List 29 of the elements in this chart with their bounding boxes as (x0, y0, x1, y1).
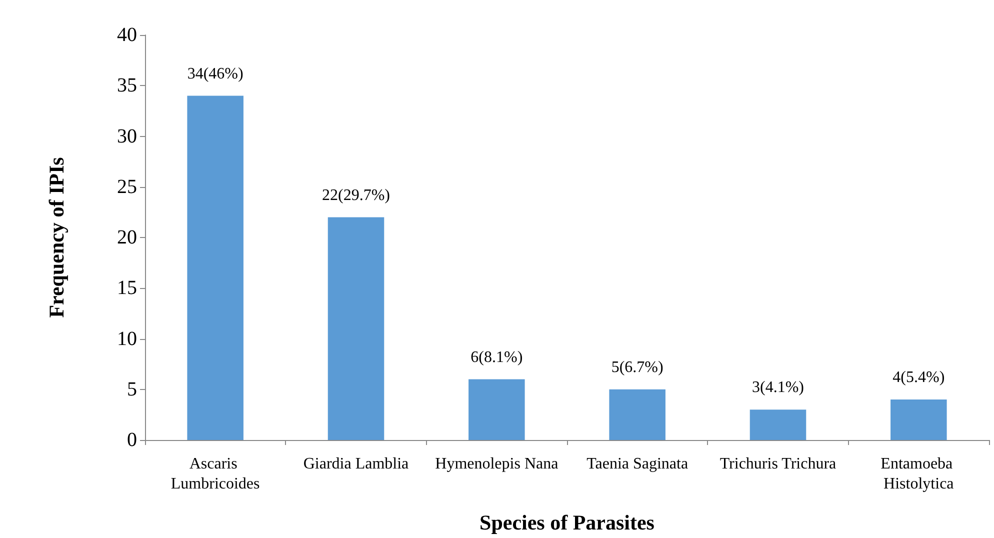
x-tick-label: Ascaris Lumbricoides (170, 456, 260, 492)
data-label: 5(6.7%) (611, 358, 664, 376)
bar (187, 96, 244, 440)
y-tick-label: 0 (127, 429, 137, 451)
bar (890, 400, 947, 440)
x-tick-label: Trichuris Trichura (720, 456, 836, 472)
y-axis-title: Frequency of IPIs (44, 157, 68, 318)
y-tick-label: 25 (117, 176, 137, 198)
data-label: 4(5.4%) (892, 369, 945, 386)
bar (328, 217, 384, 440)
bar (609, 389, 666, 440)
bar (750, 410, 806, 440)
data-label: 34(46%) (187, 65, 244, 82)
data-label: 22(29.7%) (322, 186, 390, 204)
y-tick-label: 15 (117, 277, 137, 300)
x-tick-label: Giardia Lamblia (303, 456, 409, 472)
x-tick-label: Entamoeba Histolytica (880, 456, 957, 492)
data-label: 6(8.1%) (470, 348, 523, 366)
bar (468, 379, 525, 440)
y-tick-label: 5 (127, 378, 137, 400)
x-tick-label: Taenia Saginata (586, 456, 688, 472)
y-tick-label: 35 (117, 74, 137, 97)
y-tick-label: 10 (117, 328, 137, 350)
x-tick-label: Hymenolepis Nana (435, 456, 558, 472)
y-tick-label: 30 (117, 125, 137, 148)
y-tick-label: 20 (117, 226, 137, 248)
data-label: 3(4.1%) (752, 379, 804, 396)
x-axis-title: Species of Parasites (480, 510, 654, 534)
y-tick-label: 40 (117, 24, 137, 46)
